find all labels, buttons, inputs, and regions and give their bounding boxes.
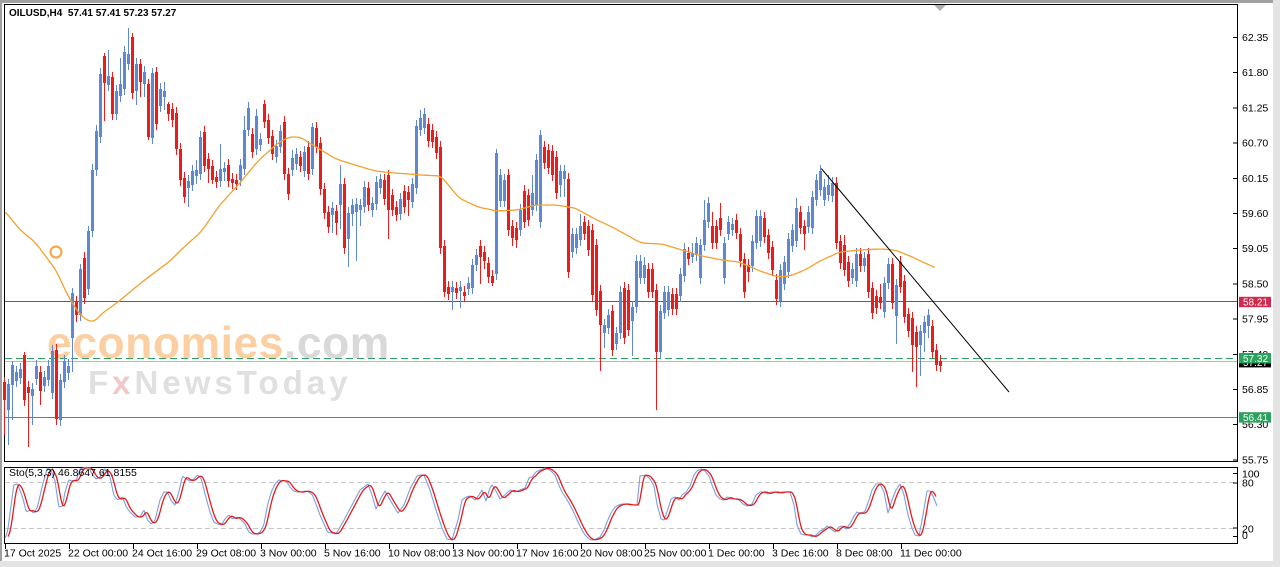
- svg-text:62.35: 62.35: [1242, 32, 1268, 44]
- svg-text:11 Dec 00:00: 11 Dec 00:00: [900, 548, 962, 560]
- svg-text:8 Dec 08:00: 8 Dec 08:00: [836, 548, 893, 560]
- svg-text:13 Nov 00:00: 13 Nov 00:00: [452, 548, 515, 560]
- svg-text:55.75: 55.75: [1242, 454, 1268, 466]
- svg-text:80: 80: [1242, 478, 1254, 490]
- svg-text:25 Nov 00:00: 25 Nov 00:00: [644, 548, 707, 560]
- svg-text:5 Nov 16:00: 5 Nov 16:00: [324, 548, 381, 560]
- svg-text:56.85: 56.85: [1242, 384, 1268, 396]
- svg-text:58.21: 58.21: [1243, 298, 1268, 309]
- svg-text:22 Oct 00:00: 22 Oct 00:00: [68, 548, 128, 560]
- svg-text:60.70: 60.70: [1242, 138, 1268, 150]
- svg-text:Sto(5,3,3) 46.8647 61.8155: Sto(5,3,3) 46.8647 61.8155: [9, 467, 137, 479]
- svg-text:24 Oct 16:00: 24 Oct 16:00: [132, 548, 192, 560]
- svg-text:OILUSD,H4 57.41 57.41 57.23 5: OILUSD,H4 57.41 57.41 57.23 57.27: [9, 8, 177, 19]
- svg-text:59.05: 59.05: [1242, 243, 1268, 255]
- svg-text:FxNewsToday: FxNewsToday: [88, 364, 351, 401]
- svg-text:57.32: 57.32: [1243, 354, 1268, 365]
- svg-text:61.80: 61.80: [1242, 67, 1268, 79]
- svg-text:1 Dec 00:00: 1 Dec 00:00: [708, 548, 765, 560]
- svg-text:58.50: 58.50: [1242, 278, 1268, 290]
- svg-text:economies.com: economies.com: [47, 319, 390, 368]
- svg-text:60.15: 60.15: [1242, 173, 1268, 185]
- svg-text:29 Oct 08:00: 29 Oct 08:00: [196, 548, 256, 560]
- svg-text:57.27: 57.27: [1243, 358, 1268, 369]
- svg-text:57.95: 57.95: [1242, 314, 1268, 326]
- svg-text:17 Nov 16:00: 17 Nov 16:00: [516, 548, 579, 560]
- svg-text:20: 20: [1242, 523, 1254, 535]
- svg-text:0: 0: [1242, 530, 1248, 542]
- svg-text:3 Dec 16:00: 3 Dec 16:00: [772, 548, 829, 560]
- svg-text:17 Oct 2025: 17 Oct 2025: [4, 548, 61, 560]
- svg-text:56.41: 56.41: [1243, 413, 1268, 424]
- svg-text:61.25: 61.25: [1242, 102, 1268, 114]
- svg-text:10 Nov 08:00: 10 Nov 08:00: [388, 548, 451, 560]
- svg-text:100: 100: [1242, 469, 1260, 481]
- svg-text:59.60: 59.60: [1242, 208, 1268, 220]
- svg-text:3 Nov 00:00: 3 Nov 00:00: [260, 548, 317, 560]
- svg-text:20 Nov 08:00: 20 Nov 08:00: [580, 548, 643, 560]
